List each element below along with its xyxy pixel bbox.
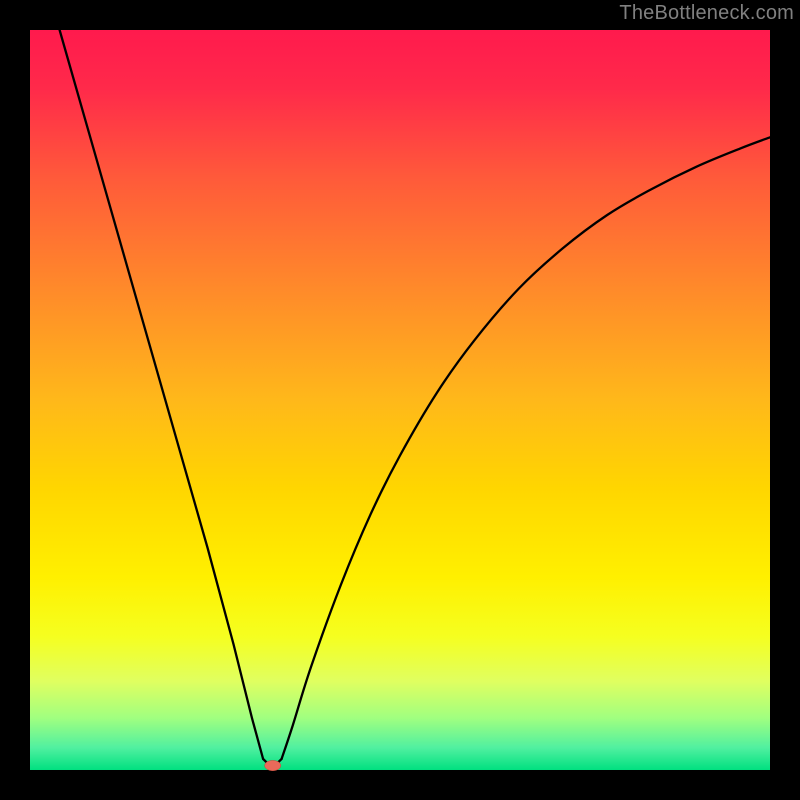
minimum-marker bbox=[265, 760, 281, 770]
plot-background bbox=[30, 30, 770, 770]
watermark-text: TheBottleneck.com bbox=[619, 2, 794, 25]
chart-frame: TheBottleneck.com bbox=[0, 0, 800, 800]
chart-svg bbox=[0, 0, 800, 800]
